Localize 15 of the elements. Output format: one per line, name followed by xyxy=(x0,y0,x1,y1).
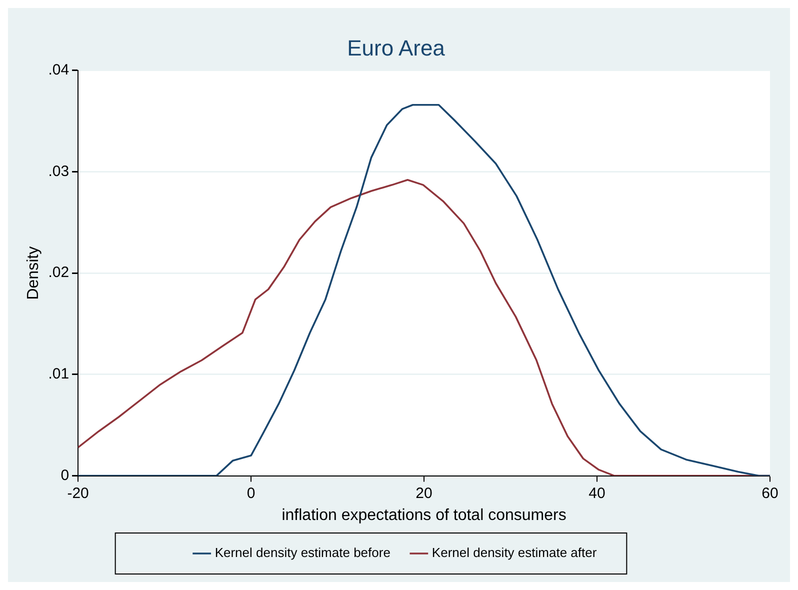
legend-label: Kernel density estimate before xyxy=(214,545,390,560)
x-axis-title: inflation expectations of total consumers xyxy=(282,506,566,524)
x-tick-label: 40 xyxy=(588,484,606,502)
x-tick-label: -20 xyxy=(67,484,89,502)
y-tick-label: 0 xyxy=(60,466,70,484)
chart-title: Euro Area xyxy=(347,35,446,60)
x-tick-label: 20 xyxy=(416,484,432,502)
y-axis-title: Density xyxy=(25,246,42,300)
x-tick-label: 0 xyxy=(246,484,256,502)
legend-label: Kernel density estimate after xyxy=(432,545,598,560)
y-tick-label: .03 xyxy=(48,162,70,180)
y-tick-label: .02 xyxy=(48,264,70,282)
x-tick-label: 60 xyxy=(762,484,778,502)
y-tick-label: .01 xyxy=(48,366,70,383)
y-tick-label: .04 xyxy=(48,62,70,79)
